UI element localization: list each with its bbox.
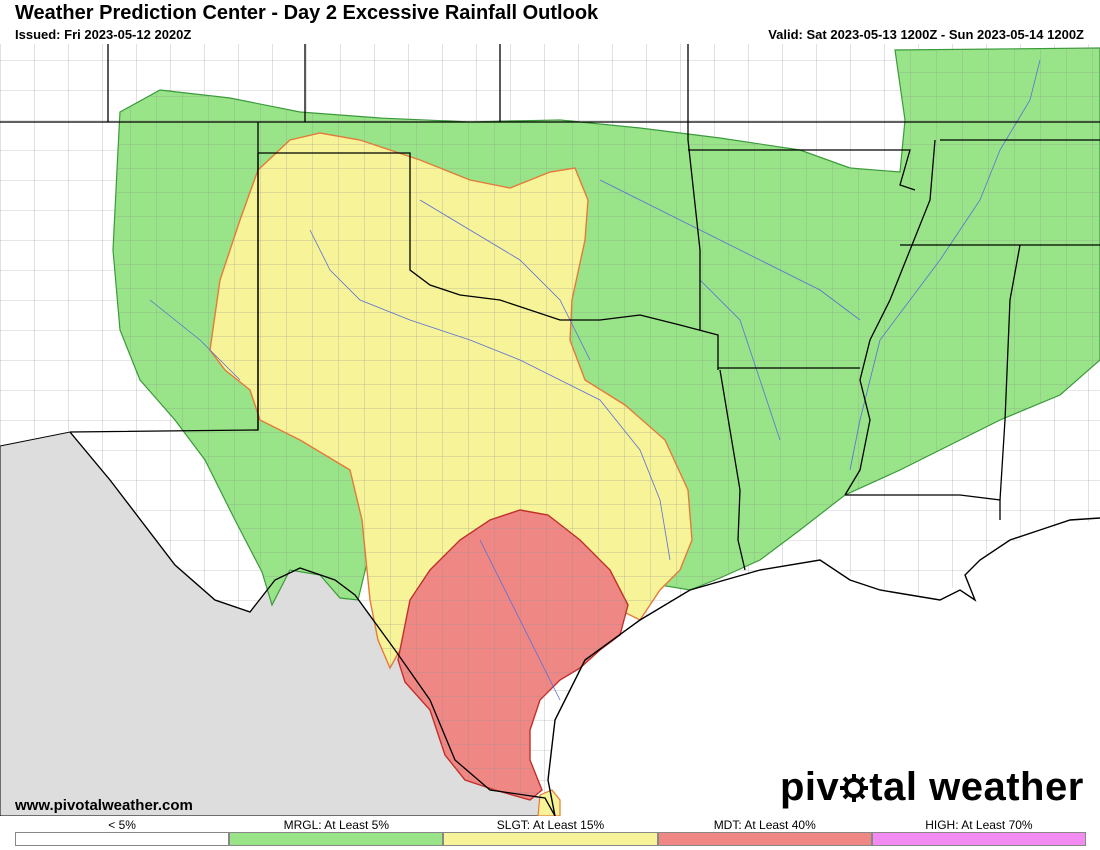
outlook-map <box>0 44 1100 816</box>
legend-item-high: HIGH: At Least 70% <box>871 818 1087 846</box>
legend-swatch <box>15 832 230 846</box>
legend-swatch <box>871 832 1087 846</box>
gulf-of-mexico <box>548 520 1100 816</box>
legend-label: MDT: At Least 40% <box>713 818 816 832</box>
legend-label: MRGL: At Least 5% <box>283 818 389 832</box>
map-header: Weather Prediction Center - Day 2 Excess… <box>0 0 1100 44</box>
website-label: www.pivotalweather.com <box>15 797 193 814</box>
moderate-county-lines <box>398 510 628 800</box>
sun-gear-icon <box>840 774 869 802</box>
rivers <box>149 59 1041 701</box>
legend-item-none: < 5% <box>15 818 230 846</box>
legend-label: HIGH: At Least 70% <box>925 818 1033 832</box>
risk-legend: < 5% MRGL: At Least 5% SLGT: At Least 15… <box>15 818 1087 846</box>
legend-label: < 5% <box>108 818 136 832</box>
pivotal-weather-logo: piv tal weather <box>780 765 1084 810</box>
legend-label: SLGT: At Least 15% <box>496 818 605 832</box>
legend-item-mdt: MDT: At Least 40% <box>657 818 872 846</box>
gulf-coastline <box>547 517 1100 816</box>
legend-item-mrgl: MRGL: At Least 5% <box>229 818 444 846</box>
map-title: Weather Prediction Center - Day 2 Excess… <box>15 2 599 24</box>
brand-text-right: tal weather <box>869 765 1084 809</box>
legend-swatch <box>657 832 872 846</box>
valid-period: Valid: Sat 2023-05-13 1200Z - Sun 2023-0… <box>768 27 1084 42</box>
brand-text-left: piv <box>780 765 840 809</box>
legend-item-slgt: SLGT: At Least 15% <box>443 818 658 846</box>
legend-swatch <box>443 832 658 846</box>
issued-time: Issued: Fri 2023-05-12 2020Z <box>15 27 192 42</box>
state-borders <box>0 44 1100 816</box>
legend-swatch <box>229 832 444 846</box>
